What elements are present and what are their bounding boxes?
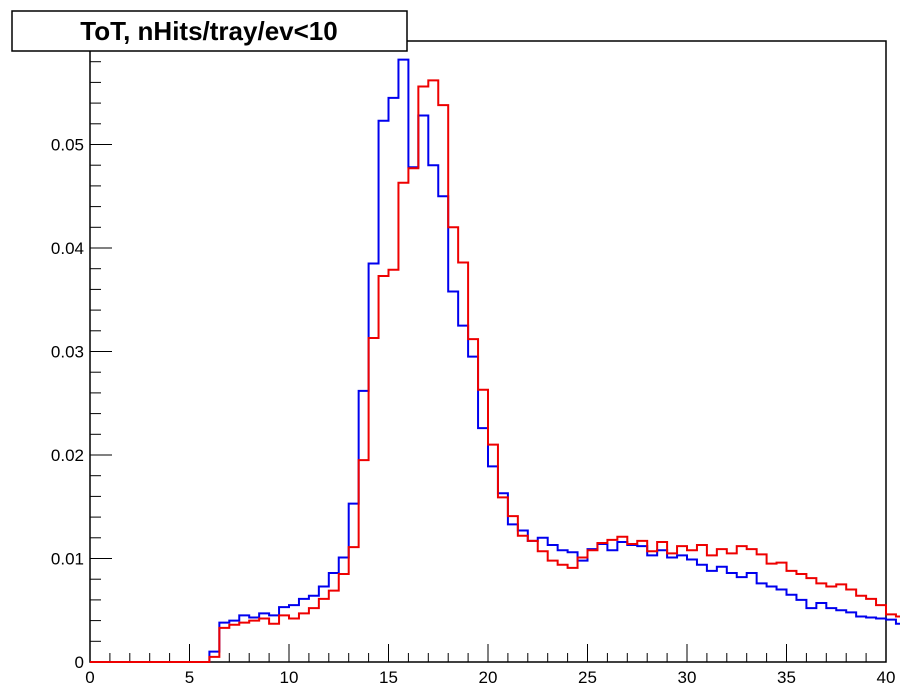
- x-tick-label: 35: [777, 668, 796, 687]
- axis-ticks: [89, 40, 887, 663]
- y-tick-label: 0.04: [51, 239, 84, 258]
- y-tick-label: 0.05: [51, 136, 84, 155]
- x-tick-label: 30: [678, 668, 697, 687]
- axis-tick-labels: 051015202530354000.010.020.030.040.050.0…: [51, 32, 896, 687]
- title-box-frame: [11, 10, 408, 52]
- y-tick-label: 0: [75, 653, 84, 672]
- x-tick-label: 0: [85, 668, 94, 687]
- x-tick-label: 25: [578, 668, 597, 687]
- series-line-2: [90, 79, 900, 663]
- x-tick-label: 40: [877, 668, 896, 687]
- x-tick-label: 15: [379, 668, 398, 687]
- title-box: ToT, nHits/tray/ev<10: [11, 10, 408, 52]
- x-tick-label: 10: [280, 668, 299, 687]
- series-line-1: [90, 58, 900, 663]
- chart-title: ToT, nHits/tray/ev<10: [80, 16, 337, 46]
- y-tick-label: 0.02: [51, 446, 84, 465]
- x-tick-label: 20: [479, 668, 498, 687]
- y-tick-label: 0.01: [51, 550, 84, 569]
- plot-frame: [89, 40, 887, 663]
- x-tick-label: 5: [185, 668, 194, 687]
- series-layer: [90, 58, 900, 663]
- y-tick-label: 0.03: [51, 343, 84, 362]
